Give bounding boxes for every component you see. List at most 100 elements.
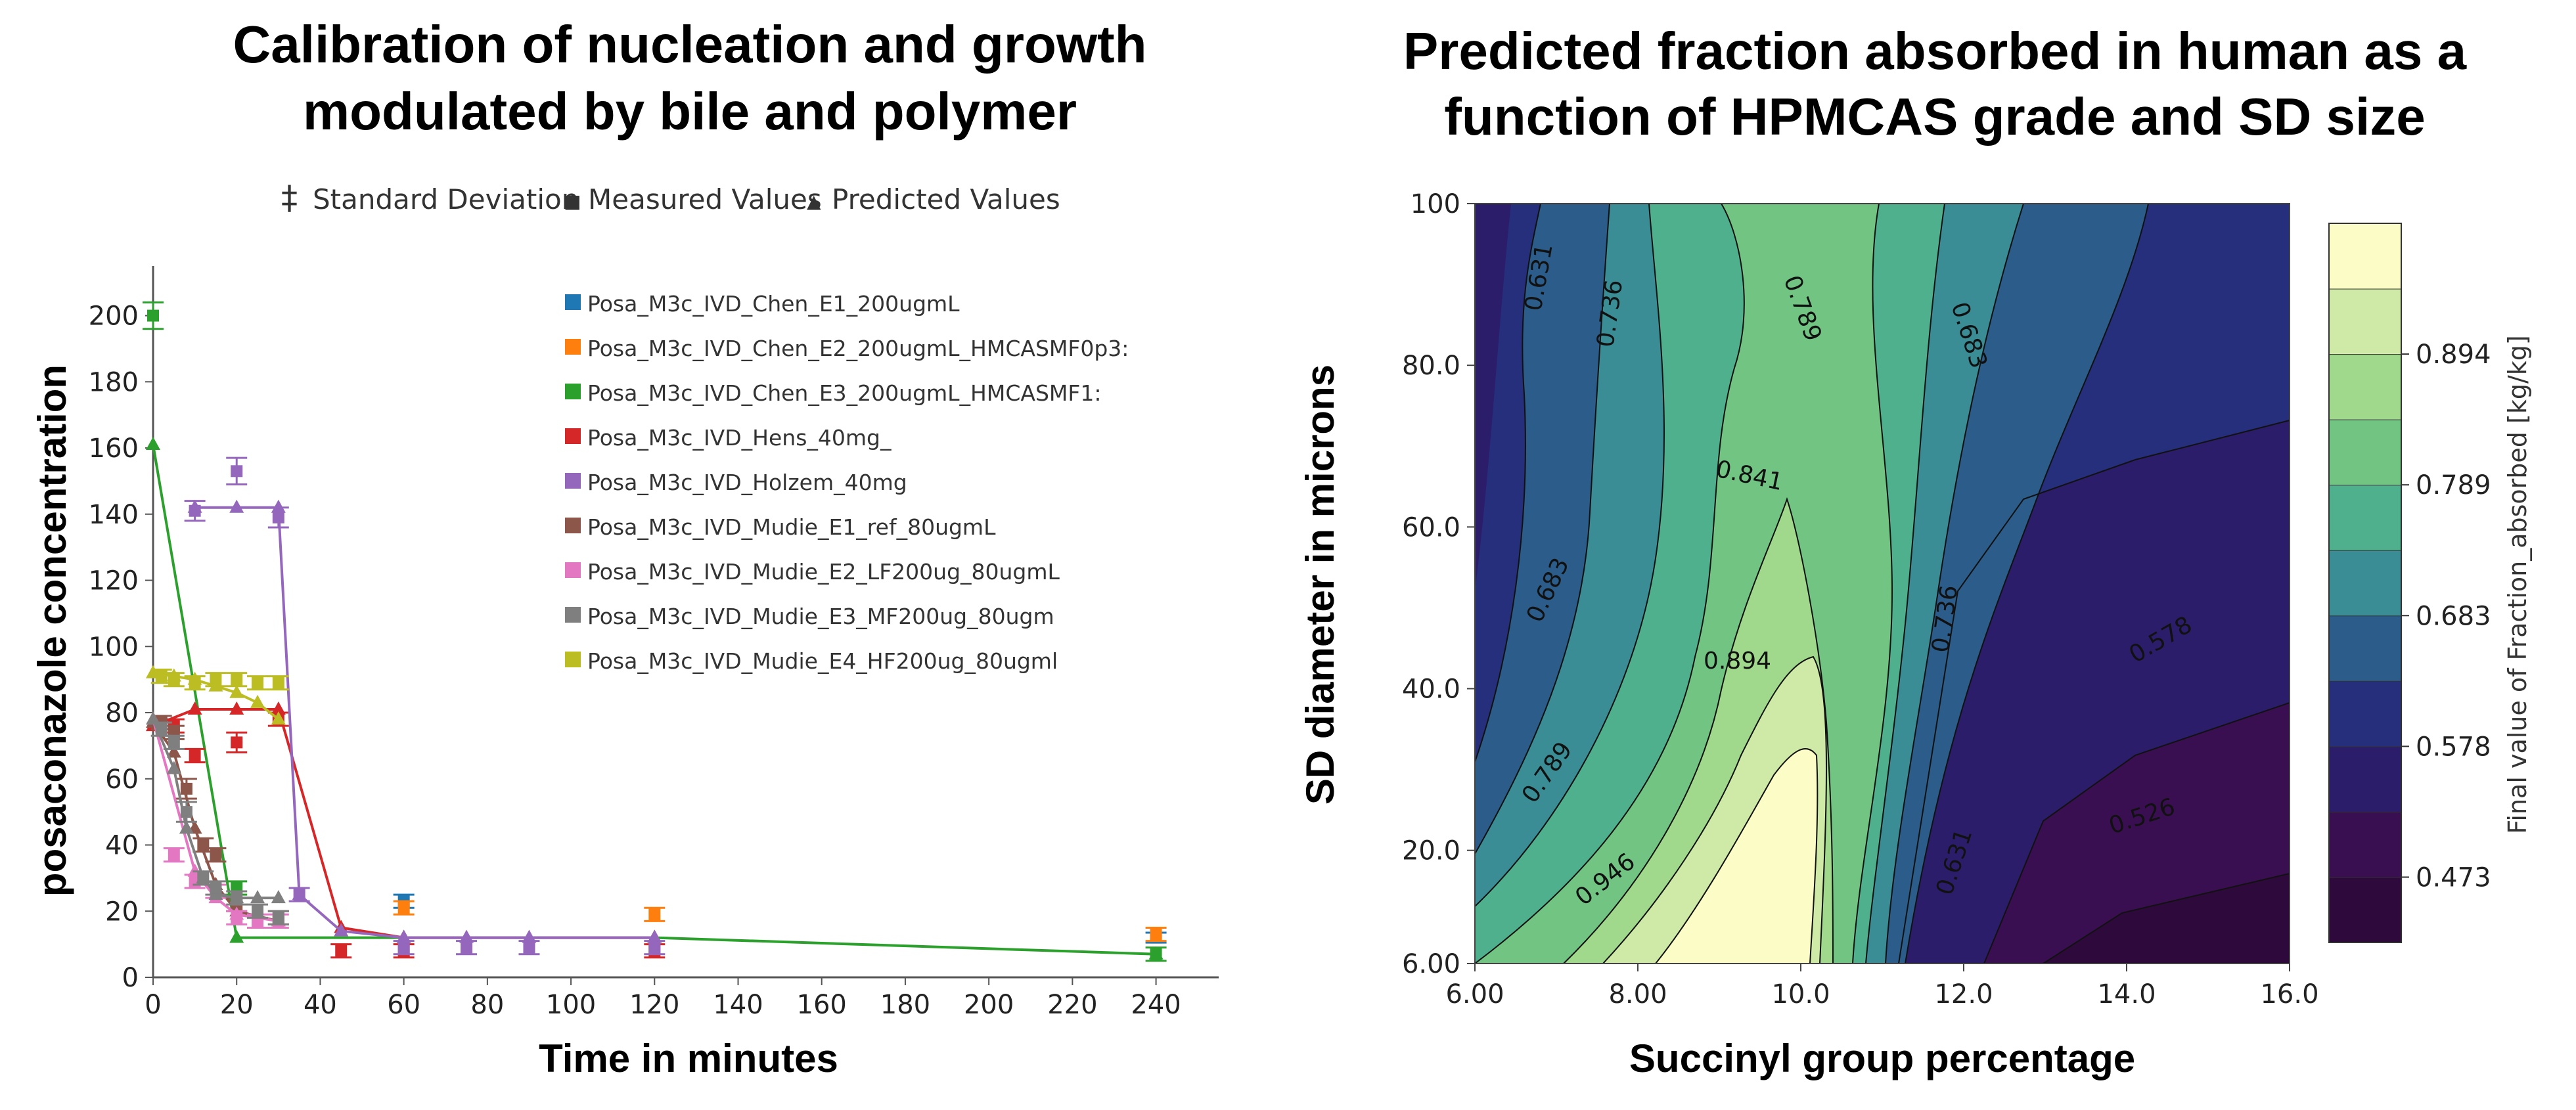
right-title-line1: Predicted fraction absorbed in human as … — [1403, 22, 2467, 80]
predicted-legend-label: Predicted Values — [832, 183, 1060, 215]
measured-point — [252, 677, 264, 689]
measured-point — [272, 912, 284, 924]
right-y-tick-label: 40.0 — [1402, 675, 1460, 705]
left-y-tick-label: 80 — [105, 698, 139, 728]
measured-point — [180, 806, 192, 818]
legend-entry: Posa_M3c_IVD_Hens_40mg_ — [587, 425, 892, 451]
colorbar-segment — [2328, 615, 2402, 682]
colorbar-segment — [2328, 223, 2402, 290]
predicted-point — [271, 499, 286, 513]
measured-point — [231, 465, 243, 477]
legend-entry: Posa_M3c_IVD_Chen_E1_200ugmL — [587, 291, 960, 317]
predicted-point — [396, 929, 411, 943]
predicted-point — [334, 923, 349, 937]
measured-point — [1150, 928, 1162, 941]
left-y-tick-label: 180 — [89, 367, 139, 397]
predicted-series-line — [194, 506, 655, 939]
right-y-tick-label: 80.0 — [1402, 351, 1460, 381]
predicted-point — [250, 694, 265, 708]
predicted-point — [187, 701, 202, 715]
colorbar-tick-label: 0.578 — [2416, 732, 2491, 762]
measured-point — [180, 782, 192, 795]
legend-entry: Posa_M3c_IVD_Chen_E3_200ugmL_HMCASMF1: — [587, 380, 1101, 406]
measured-point — [397, 902, 410, 914]
sd-legend-glyph: ‡ — [281, 179, 298, 217]
colorbar-segment — [2328, 550, 2402, 617]
measured-point — [147, 309, 159, 322]
right-x-tick-label: 6.00 — [1445, 979, 1504, 1010]
left-y-tick-label: 40 — [105, 831, 139, 861]
left-x-tick-label: 100 — [546, 990, 596, 1020]
left-title-line2: modulated by bile and polymer — [303, 82, 1077, 141]
colorbar-frame — [2328, 223, 2402, 943]
left-x-tick-label: 220 — [1047, 990, 1097, 1020]
left-y-tick-label: 0 — [122, 963, 139, 993]
right-x-tick-label: 8.00 — [1608, 979, 1667, 1010]
legend-entry: Posa_M3c_IVD_Chen_E2_200ugmL_HMCASMF0p3: — [587, 336, 1129, 361]
measured-point — [461, 941, 473, 954]
measured-point — [210, 849, 222, 861]
right-x-tick-label: 16.0 — [2260, 979, 2318, 1010]
legend-entry: Posa_M3c_IVD_Mudie_E2_LF200ug_80ugmL — [587, 559, 1060, 585]
calibration-chart: Calibration of nucleation and growth mod… — [30, 15, 1219, 1080]
right-x-tick-label: 12.0 — [1934, 979, 1993, 1010]
left-x-tick-label: 120 — [629, 990, 679, 1020]
measured-point — [272, 511, 284, 523]
predicted-point — [179, 820, 194, 834]
colorbar-segment — [2328, 811, 2402, 878]
measured-point — [210, 881, 222, 894]
legend-swatch — [565, 339, 581, 355]
measured-point — [210, 673, 222, 686]
left-x-tick-label: 140 — [713, 990, 763, 1020]
predicted-point — [522, 929, 537, 943]
colorbar-tick-label: 0.473 — [2416, 862, 2491, 893]
predicted-legend-glyph: ▲ — [807, 190, 821, 212]
series-legend: Posa_M3c_IVD_Chen_E1_200ugmL Posa_M3c_IVD… — [565, 291, 1129, 674]
colorbar: 0.473 0.578 0.683 0.789 0.894 — [2328, 223, 2491, 944]
legend-swatch — [565, 652, 581, 667]
measured-point — [231, 673, 243, 686]
legend-entry: Posa_M3c_IVD_Mudie_E3_MF200ug_80ugm — [587, 604, 1054, 629]
contour-label: 0.894 — [1704, 648, 1771, 675]
measured-point — [168, 849, 180, 861]
predicted-point — [229, 929, 244, 943]
left-y-tick-label: 200 — [89, 301, 139, 332]
measured-legend-label: Measured Values — [588, 183, 822, 215]
left-x-tick-label: 240 — [1131, 990, 1181, 1020]
measured-point — [335, 944, 348, 957]
predicted-point — [229, 499, 244, 513]
predicted-point — [459, 929, 474, 943]
measured-point — [189, 504, 201, 517]
measured-point — [523, 941, 535, 954]
colorbar-segment — [2328, 680, 2402, 747]
legend-swatch — [565, 428, 581, 444]
right-axes: 6.00 8.00 10.0 12.0 14.0 16.0 6.00 20.0 40.0 60.0… — [1402, 189, 2319, 1010]
right-y-tick-label: 100 — [1411, 189, 1460, 219]
measured-legend-glyph: ■ — [564, 190, 581, 212]
contour-region-left-edge — [1475, 204, 1511, 591]
predicted-point — [146, 437, 160, 451]
measured-point — [397, 941, 410, 954]
measured-point — [168, 736, 180, 749]
left-y-tick-label: 160 — [89, 433, 139, 464]
left-y-tick-label: 100 — [89, 632, 139, 662]
right-y-tick-label: 20.0 — [1402, 836, 1460, 866]
legend-swatch — [565, 294, 581, 310]
left-y-tick-label: 60 — [105, 765, 139, 795]
left-x-tick-label: 200 — [964, 990, 1014, 1020]
colorbar-label: Final value of Fraction_absorbed [kg/kg] — [2503, 335, 2532, 833]
left-x-tick-label: 0 — [145, 990, 161, 1020]
predicted-point — [271, 890, 286, 904]
colorbar-tick-label: 0.894 — [2416, 340, 2491, 370]
measured-point — [189, 749, 201, 762]
measured-point — [231, 892, 243, 904]
legend-swatch — [565, 473, 581, 489]
contour-fill-regions — [1475, 204, 2290, 964]
measured-point — [252, 905, 264, 918]
right-x-tick-label: 14.0 — [2097, 979, 2156, 1010]
contour-region-0473 — [2043, 874, 2290, 964]
left-x-tick-label: 160 — [797, 990, 847, 1020]
predicted-point — [166, 744, 181, 758]
contour-chart: Predicted fraction absorbed in human as … — [1298, 22, 2532, 1080]
predicted-point — [166, 761, 181, 774]
